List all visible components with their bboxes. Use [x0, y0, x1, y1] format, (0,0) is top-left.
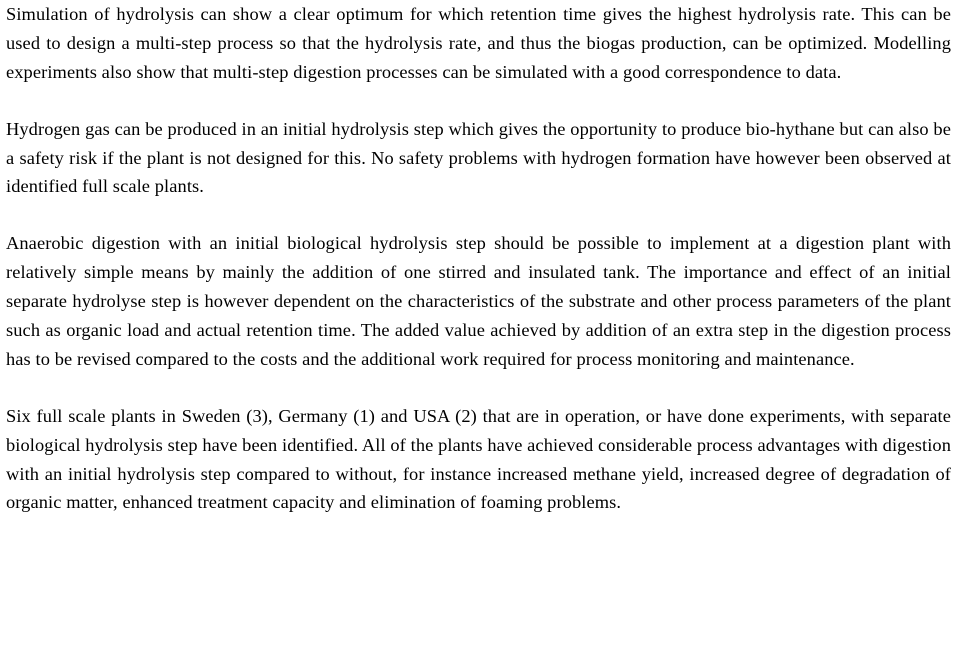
document-page: Simulation of hydrolysis can show a clea… — [0, 0, 960, 517]
paragraph-2: Hydrogen gas can be produced in an initi… — [6, 115, 951, 202]
paragraph-3: Anaerobic digestion with an initial biol… — [6, 229, 951, 373]
paragraph-4: Six full scale plants in Sweden (3), Ger… — [6, 402, 951, 518]
paragraph-1: Simulation of hydrolysis can show a clea… — [6, 0, 951, 87]
